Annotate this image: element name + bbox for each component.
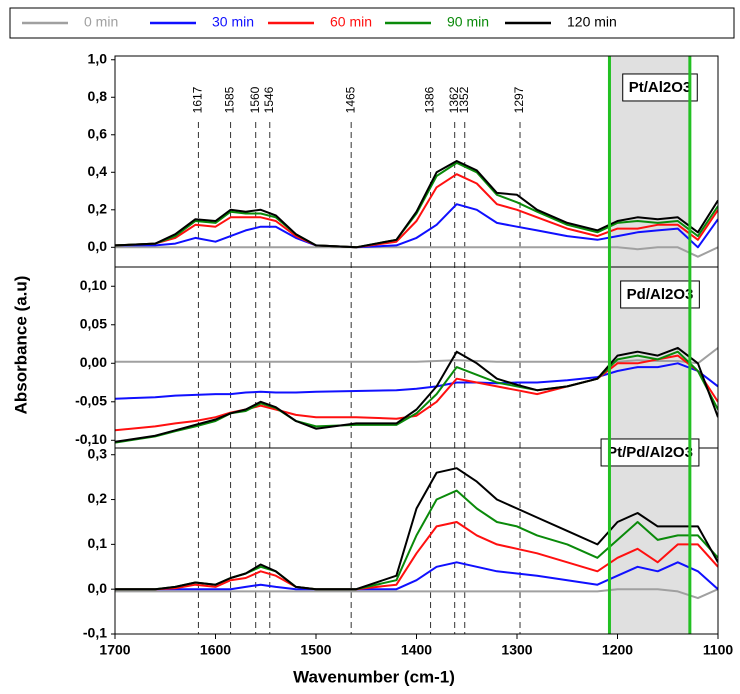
x-tick-label: 1400 [401,642,432,658]
x-tick-label: 1200 [602,642,633,658]
spectrum-line [115,173,718,249]
legend-label: 60 min [330,14,372,30]
marker-label: 1585 [223,86,237,113]
marker-label: 1352 [457,86,471,113]
legend-label: 0 min [84,14,118,30]
y-tick-label: 1,0 [88,50,108,66]
panel-title-box [600,438,700,467]
spectrum-line [115,160,718,249]
spectrum-line [115,362,718,400]
marker-label: 1386 [423,86,437,113]
y-tick-label: 0,4 [88,163,108,179]
spectrum-line [115,347,718,365]
marker-label: 1297 [512,86,526,113]
marker-label: 1546 [262,86,276,113]
y-tick-label: 0,2 [88,200,108,216]
x-tick-label: 1600 [200,642,231,658]
panel-title: Pt/Pd/Al2O3 [607,444,693,461]
legend-label: 90 min [447,14,489,30]
y-tick-label: 0,0 [88,580,108,596]
marker-label: 1560 [248,86,262,113]
legend-label: 120 min [567,14,617,30]
marker-label: 1362 [447,86,461,113]
y-tick-label: 0,8 [88,88,108,104]
panel-title: Pt/Al2O3 [629,79,692,96]
spectrum-line [115,346,718,443]
spectrum-line [115,521,718,591]
panel-title: Pd/Al2O3 [627,286,694,303]
legend-label: 30 min [212,14,254,30]
y-tick-label: 0,0 [88,238,108,254]
y-tick-label: 0,3 [88,445,108,461]
spectrum-line [115,561,718,591]
legend-box [9,7,735,39]
y-tick-label: 0,1 [88,535,108,551]
y-axis-title: Absorbance (a.u) [11,276,30,415]
y-tick-label: -0,10 [75,431,107,447]
y-tick-label: -0,1 [83,625,107,641]
x-tick-label: 1100 [703,642,734,658]
marker-label: 1465 [343,86,357,113]
y-tick-label: 0,2 [88,490,108,506]
x-tick-label: 1300 [501,642,532,658]
y-tick-label: 0,00 [80,354,107,370]
spectrum-line [115,246,718,258]
spectrum-line [115,588,718,600]
marker-label: 1617 [191,86,205,113]
x-axis-title: Wavenumber (cm-1) [293,667,455,686]
plot-lines [115,160,718,600]
y-tick-label: 0,6 [88,125,108,141]
panel-title-box [622,73,698,102]
spectrum-line [115,161,718,249]
y-tick-label: 0,10 [80,277,107,293]
spectrum-line [115,467,718,591]
y-tick-label: -0,05 [75,392,107,408]
x-tick-label: 1700 [99,642,130,658]
spectrum-line [115,203,718,249]
y-tick-label: 0,05 [80,315,107,331]
x-tick-label: 1500 [300,642,331,658]
shaded-region [609,56,690,634]
panel-title-box [620,280,700,309]
spectrum-line [115,354,718,432]
